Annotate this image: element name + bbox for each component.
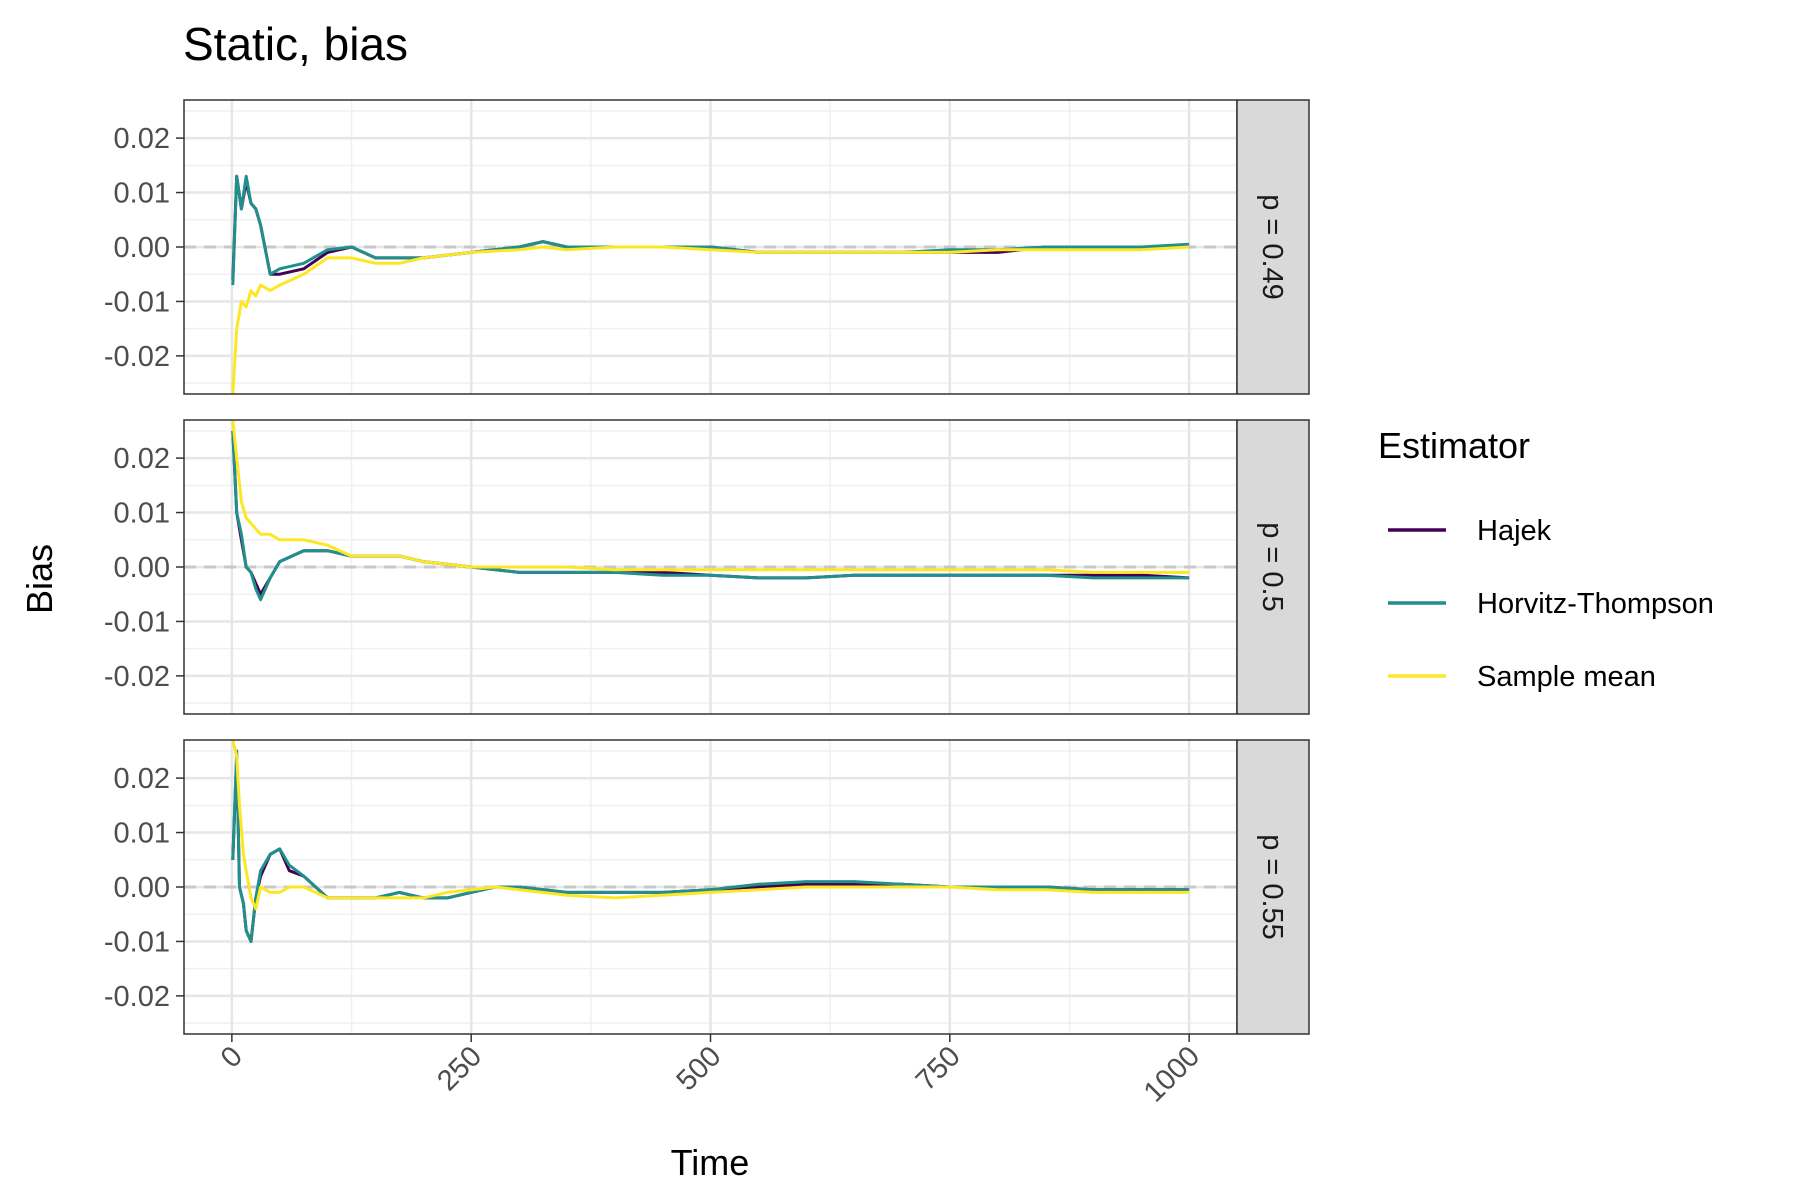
facet-strip-label: p = 0.5 — [1256, 522, 1288, 612]
y-tick-label: -0.01 — [104, 286, 170, 318]
y-tick-label: 0.00 — [114, 872, 170, 904]
y-tick-label: -0.01 — [104, 926, 170, 958]
y-tick-label: -0.02 — [104, 981, 170, 1013]
x-tick-label: 250 — [431, 1040, 488, 1097]
y-tick-label: 0.00 — [114, 552, 170, 584]
x-axis: 0 250 500 750 1000 — [215, 1034, 1206, 1109]
facet-panels: 0.020.010.00-0.01-0.02p = 0.490.020.010.… — [104, 99, 1310, 1035]
x-tick-label: 500 — [671, 1040, 728, 1097]
series-line-horvitz-thompson — [231, 749, 1190, 943]
legend-title: Estimator — [1378, 425, 1530, 466]
y-axis-title: Bias — [19, 544, 60, 614]
facet-panel: 0.02 0.01 0.00 -0.01 -0.02 p = 0.5 — [104, 419, 1310, 715]
legend-label: Hajek — [1477, 515, 1552, 547]
legend: Estimator Hajek Horvitz-Thompson Sample me… — [1378, 425, 1714, 693]
facet-strip — [1236, 419, 1310, 715]
series-line-sample-mean — [231, 245, 1190, 395]
y-tick-label: -0.02 — [104, 341, 170, 373]
y-tick-label: 0.02 — [114, 443, 170, 475]
x-tick-label: 1000 — [1138, 1040, 1206, 1108]
facet-strip-label: p = 0.55 — [1256, 834, 1288, 940]
y-tick-label: 0.01 — [114, 178, 170, 210]
facet-strip — [1236, 739, 1310, 1035]
series-line-sample-mean — [231, 739, 1190, 911]
y-tick-label: 0.02 — [114, 763, 170, 795]
x-tick-label: 750 — [910, 1040, 967, 1097]
series-line-sample-mean — [231, 419, 1190, 574]
legend-label: Sample mean — [1477, 661, 1656, 693]
facet-strip — [1236, 99, 1310, 395]
legend-label: Horvitz-Thompson — [1477, 588, 1714, 620]
facet-panel: 0.02 0.01 0.00 -0.01 -0.02 p = 0.55 — [104, 739, 1310, 1035]
facet-panel: 0.02 0.01 0.00 -0.01 -0.02 p = 0.49 — [104, 99, 1310, 395]
chart-title: Static, bias — [183, 18, 408, 70]
x-axis-title: Time — [671, 1142, 750, 1183]
y-tick-label: 0.01 — [114, 818, 170, 850]
y-tick-label: 0.00 — [114, 232, 170, 264]
y-tick-label: 0.01 — [114, 498, 170, 530]
x-tick-label: 0 — [215, 1040, 249, 1074]
y-tick-label: -0.01 — [104, 606, 170, 638]
y-tick-label: 0.02 — [114, 123, 170, 155]
y-tick-label: -0.02 — [104, 661, 170, 693]
facet-strip-label: p = 0.49 — [1256, 194, 1288, 300]
